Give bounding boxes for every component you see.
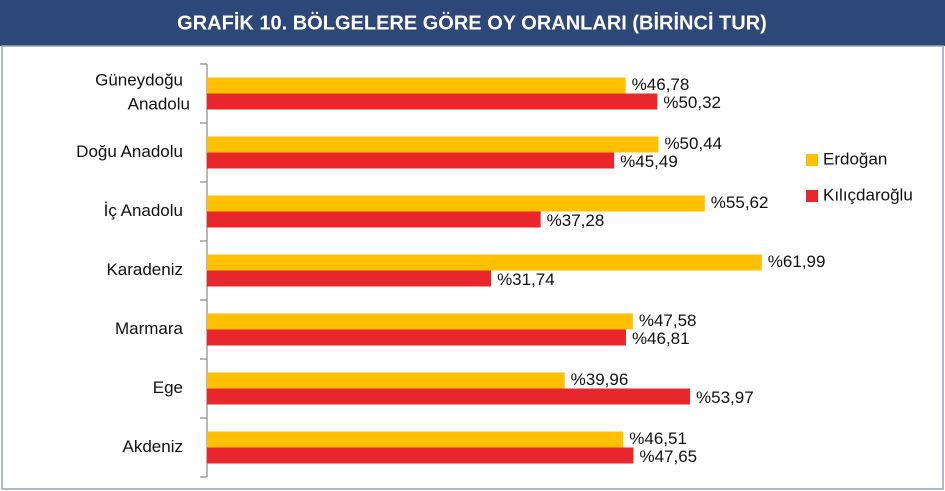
- bar: [207, 211, 541, 228]
- category-label: Güneydoğu Anadolu: [95, 71, 190, 114]
- value-label: %46,78: [632, 75, 690, 94]
- value-label: %55,62: [711, 193, 769, 212]
- chart-frame: [1, 45, 944, 490]
- bar: [207, 329, 626, 346]
- value-label: %61,99: [768, 252, 826, 271]
- bar: [207, 77, 626, 94]
- bar: [207, 152, 615, 169]
- legend-label: Erdoğan: [823, 149, 887, 168]
- value-label: %46,51: [629, 429, 687, 448]
- bar: [207, 431, 624, 448]
- value-label: %37,28: [547, 211, 605, 230]
- category-label: Akdeniz: [123, 437, 183, 456]
- category-label: İç Anadolu: [104, 201, 183, 220]
- value-label: %39,96: [571, 370, 629, 389]
- title-banner: [0, 0, 945, 46]
- category-label: Marmara: [115, 319, 184, 338]
- bar: [207, 313, 633, 330]
- bar: [207, 372, 565, 389]
- value-label: %50,32: [663, 93, 721, 112]
- chart-title: GRAFİK 10. BÖLGELERE GÖRE OY ORANLARI (B…: [177, 11, 767, 34]
- bar: [207, 93, 658, 110]
- value-label: %45,49: [620, 152, 678, 171]
- bar: [207, 270, 492, 287]
- bar: [207, 254, 762, 271]
- legend-label: Kılıçdaroğlu: [823, 185, 913, 204]
- category-label: Doğu Anadolu: [76, 142, 183, 161]
- value-label: %46,81: [632, 329, 690, 348]
- category-label: Karadeniz: [106, 260, 183, 279]
- bar: [207, 136, 659, 153]
- value-label: %31,74: [497, 270, 555, 289]
- value-label: %47,65: [639, 447, 697, 466]
- legend-swatch: [806, 154, 818, 166]
- value-label: %50,44: [664, 134, 722, 153]
- bar: [207, 388, 691, 405]
- bar: [207, 447, 634, 464]
- category-label: Ege: [153, 378, 183, 397]
- value-label: %47,58: [639, 311, 697, 330]
- legend-swatch: [806, 190, 818, 202]
- bar: [207, 195, 705, 212]
- value-label: %53,97: [696, 388, 754, 407]
